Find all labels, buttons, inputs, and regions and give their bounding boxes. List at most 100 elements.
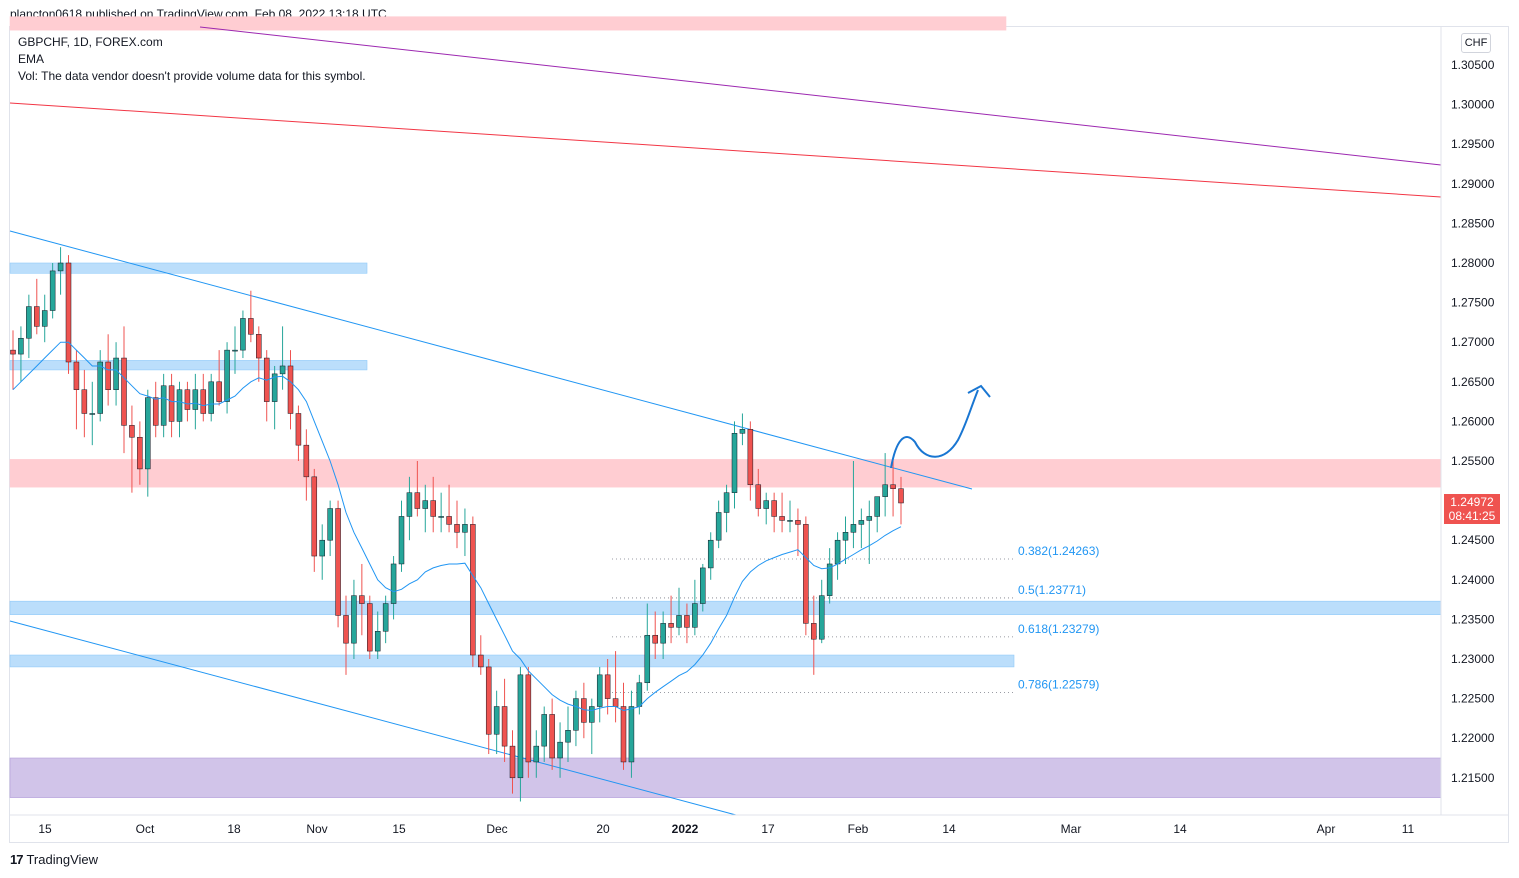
candle-body [803,524,809,624]
candle-body [240,318,246,351]
candle-body [818,595,825,640]
candle-body [224,349,230,402]
candle-body [168,385,175,422]
price-tick-label: 1.30000 [1451,98,1495,112]
blue-zone [9,654,1015,668]
candle-body [208,381,214,414]
candle-body [41,310,48,327]
candle-body [747,429,754,486]
candle-body [311,476,318,557]
channel-upper-line [9,230,973,490]
brand-name: TradingView [26,852,99,867]
candle-body [779,516,785,521]
time-tick-label: Apr [1317,822,1336,836]
time-tick-label: 14 [942,822,956,836]
candle-body [541,714,547,747]
candle-body [367,603,373,652]
fib-level-label: 0.5(1.23771) [1018,583,1086,597]
candle-body [359,595,365,604]
candle-body [652,634,658,644]
candle-body [668,623,674,628]
currency-button[interactable]: CHF [1461,33,1491,53]
candle-body [152,397,159,426]
candle-body [26,306,32,339]
candle-body [160,385,167,426]
candle-body [256,334,262,359]
candle-body [787,520,793,522]
candle-body [612,698,619,707]
candle-body [137,436,143,470]
candle-body [335,508,341,616]
candle-body [565,730,571,743]
time-tick-label: Oct [136,822,155,836]
price-tick-label: 1.23500 [1451,612,1495,626]
candle-body [478,654,484,668]
blue-zone [9,262,368,274]
candle-body [129,425,135,438]
countdown-timer: 08:41:25 [1448,509,1496,523]
candle-body [533,745,540,763]
candle-body [898,488,904,504]
candle-body [882,484,888,497]
price-tick-label: 1.23000 [1451,652,1495,666]
ema-line [12,341,902,712]
candle-body [850,524,857,533]
candle-body [382,603,389,632]
red-trendline [9,102,1442,198]
candle-body [49,270,56,311]
time-tick-label: Mar [1061,822,1082,836]
price-tick-label: 1.26000 [1451,414,1495,428]
purple-zone [9,757,1442,798]
candle-body [145,397,151,470]
price-tick-label: 1.27500 [1451,296,1495,310]
price-tick-label: 1.24000 [1451,573,1495,587]
trendlines-layer [9,26,1442,816]
candle-body [303,444,310,478]
candle-body [430,500,436,517]
candle-body [628,706,635,763]
candle-body [351,595,357,644]
candle-body [811,623,817,640]
candle-body [676,615,682,628]
candle-body [176,389,183,422]
candle-body [248,318,254,335]
candle-body [10,349,16,355]
candle-body [232,349,238,352]
ema-label[interactable]: EMA [18,52,45,66]
candle-body [493,706,500,735]
time-tick-label: Feb [848,822,869,836]
time-tick-label: 2022 [672,822,699,836]
candle-body [287,365,294,414]
time-tick-label: 15 [38,822,52,836]
candle-body [454,524,460,533]
candle-body [113,357,119,390]
fib-level-label: 0.618(1.23279) [1018,622,1099,636]
candle-body [295,413,302,446]
candle-body [343,615,349,644]
candle-body [374,631,381,652]
candle-body [858,520,865,525]
candle-body [485,666,492,735]
candle-body [97,361,103,414]
candle-body [73,361,80,390]
candle-body [105,361,111,390]
candle-body [192,389,199,410]
zones-layer [9,16,1442,798]
candle-body [731,433,738,493]
candle-body [620,706,627,763]
candle-body [81,389,88,414]
price-tick-label: 1.26500 [1451,375,1495,389]
candle-body [34,306,40,327]
candle-body [501,706,508,747]
time-tick-label: 11 [1402,822,1415,836]
candle-body [557,741,563,759]
candle-body [422,500,429,509]
projection-arrowhead [967,384,991,398]
price-tick-label: 1.24500 [1451,533,1495,547]
ema-layer [12,341,902,712]
volume-label: Vol: The data vendor doesn't provide vol… [18,69,366,83]
symbol-label[interactable]: GBPCHF, 1D, FOREX.com [18,35,163,49]
tradingview-footer[interactable]: 17 TradingView [10,852,98,867]
red-zone [9,16,1007,31]
